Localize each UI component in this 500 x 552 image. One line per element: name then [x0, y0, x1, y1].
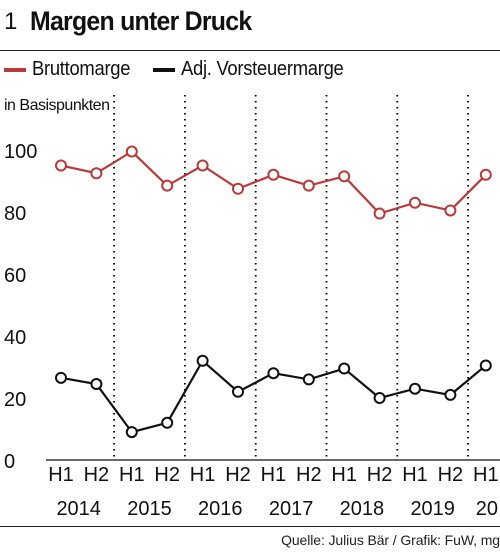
year-label: 2014 [56, 498, 101, 520]
year-label: 2017 [269, 498, 314, 520]
data-point [373, 207, 386, 220]
data-point [479, 359, 492, 372]
data-point [267, 168, 280, 181]
x-tick-label: H2 [296, 464, 322, 486]
y-tick-label: 20 [4, 389, 26, 411]
data-point [196, 354, 209, 367]
data-point [55, 159, 67, 172]
x-tick-label: H1 [119, 464, 145, 486]
y-unit-label: in Basispunkten [4, 97, 109, 114]
y-tick-label: 60 [4, 265, 26, 287]
series-layer [55, 145, 492, 439]
series-line-bruttomarge [60, 150, 487, 215]
data-point [232, 182, 244, 195]
data-point [125, 145, 138, 158]
data-point [232, 385, 244, 398]
data-point [161, 416, 174, 429]
chart-title: Margen unter Druck [30, 6, 252, 36]
year-label: 2015 [127, 498, 172, 520]
y-tick-label: 80 [4, 203, 26, 225]
y-tick-label: 40 [4, 327, 26, 349]
legend: Bruttomarge Adj. Vorsteuermarge [0, 58, 500, 84]
data-point [444, 204, 457, 217]
data-point [196, 159, 209, 172]
x-tick-label: H2 [225, 464, 251, 486]
data-point [125, 426, 138, 439]
x-tick-label: H1 [331, 464, 357, 486]
legend-swatch-bruttomarge [4, 67, 26, 72]
legend-label-vorsteuermarge: Adj. Vorsteuermarge [181, 58, 344, 80]
x-tick-label: H1 [473, 464, 499, 486]
source-note: Quelle: Julius Bär / Grafik: FuW, mg [281, 532, 500, 548]
header-rule [0, 50, 500, 51]
year-label: 2018 [340, 498, 385, 520]
label-layer: 0 20 40 60 80 100 in Basispunkten H1 H2 H1 H2 H1 H2 H… [4, 97, 499, 520]
data-point [479, 168, 492, 181]
year-label: 2016 [198, 498, 243, 520]
x-tick-label: H2 [367, 464, 393, 486]
data-point [444, 388, 457, 401]
data-point [55, 371, 67, 384]
legend-swatch-vorsteuermarge [153, 67, 175, 72]
year-label: 2019 [410, 498, 455, 520]
footer-rule [0, 526, 500, 527]
chart-header: 1 Margen unter Druck [0, 4, 500, 44]
data-point [302, 373, 315, 386]
data-point [161, 179, 174, 192]
legend-label-bruttomarge: Bruttomarge [32, 58, 131, 80]
x-tick-label: H2 [154, 464, 180, 486]
data-point [267, 367, 280, 380]
grid-layer [113, 95, 470, 460]
legend-item-bruttomarge: Bruttomarge [4, 58, 139, 81]
data-point [373, 392, 386, 404]
x-tick-label: H2 [438, 464, 464, 486]
y-tick-label: 100 [4, 141, 37, 163]
data-point [90, 378, 103, 391]
chart-number: 1 [4, 8, 18, 35]
x-tick-label: H1 [48, 464, 74, 486]
x-tick-label: H1 [190, 464, 216, 486]
data-point [409, 196, 421, 209]
y-tick-label: 0 [4, 451, 15, 473]
data-point [90, 167, 103, 180]
year-label: 20 [476, 498, 498, 520]
x-tick-label: H2 [84, 464, 110, 486]
data-point [338, 362, 351, 375]
legend-item-vorsteuermarge: Adj. Vorsteuermarge [153, 58, 358, 81]
data-point [409, 382, 421, 395]
x-tick-label: H1 [261, 464, 287, 486]
data-point [338, 170, 351, 183]
data-point [302, 179, 315, 192]
x-tick-label: H1 [402, 464, 428, 486]
